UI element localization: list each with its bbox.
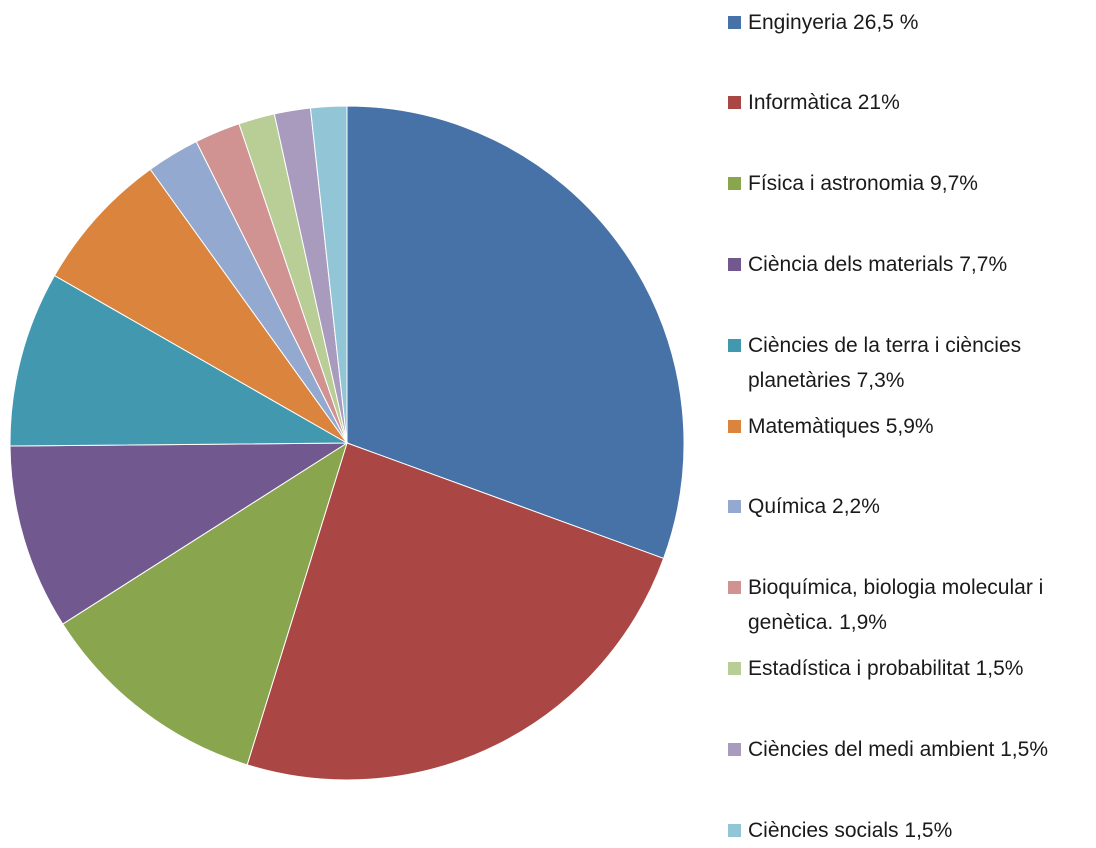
legend-label: Ciències del medi ambient 1,5% (748, 737, 1048, 761)
legend-swatch (728, 177, 741, 191)
legend-swatch (728, 257, 741, 271)
legend-swatch (728, 15, 741, 29)
legend-item: Estadística i probabilitat 1,5% (728, 651, 1088, 686)
legend-swatch (728, 581, 741, 595)
legend-swatch (728, 338, 741, 352)
pie-slice (9, 274, 349, 447)
legend-label: Informàtica 21% (748, 91, 900, 115)
legend-item: Matemàtiques 5,9% (728, 409, 1088, 444)
pie-slice (246, 442, 665, 781)
legend-item: Bioquímica, biologia molecular i genètic… (728, 570, 1088, 640)
legend-label: Ciència dels materials 7,7% (748, 252, 1008, 276)
legend-swatch (728, 823, 741, 837)
legend-item: Informàtica 21% (728, 85, 1088, 120)
legend-label: Estadística i probabilitat 1,5% (748, 656, 1024, 680)
legend-label: Matemàtiques 5,9% (748, 414, 934, 438)
legend-item: Física i astronomia 9,7% (728, 166, 1088, 201)
legend-label: Física i astronomia 9,7% (748, 172, 978, 196)
legend-label: Enginyeria 26,5 % (748, 10, 919, 34)
legend-swatch (728, 96, 741, 110)
pie-slice (346, 105, 685, 560)
pie-slice (309, 105, 348, 444)
legend-item: Ciències del medi ambient 1,5% (728, 732, 1088, 767)
legend-label: Ciències socials 1,5% (748, 818, 953, 842)
legend-swatch (728, 419, 741, 433)
legend-swatch (728, 742, 741, 756)
legend-item: Ciència dels materials 7,7% (728, 247, 1088, 282)
legend-swatch (728, 661, 741, 675)
legend-label: Ciències de la terra i ciències planetàr… (748, 333, 1022, 392)
legend-item: Ciències socials 1,5% (728, 813, 1088, 848)
pie-slice (9, 442, 349, 625)
legend-item: Química 2,2% (728, 489, 1088, 524)
legend-label: Química 2,2% (748, 495, 880, 519)
pie-slice (62, 441, 348, 766)
legend-item: Enginyeria 26,5 % (728, 5, 1088, 40)
pie-slice (53, 168, 348, 444)
legend-swatch (728, 500, 741, 514)
legend-item: Ciències de la terra i ciències planetàr… (728, 328, 1088, 398)
legend-label: Bioquímica, biologia molecular i genètic… (748, 576, 1044, 635)
pie-chart (9, 105, 685, 781)
